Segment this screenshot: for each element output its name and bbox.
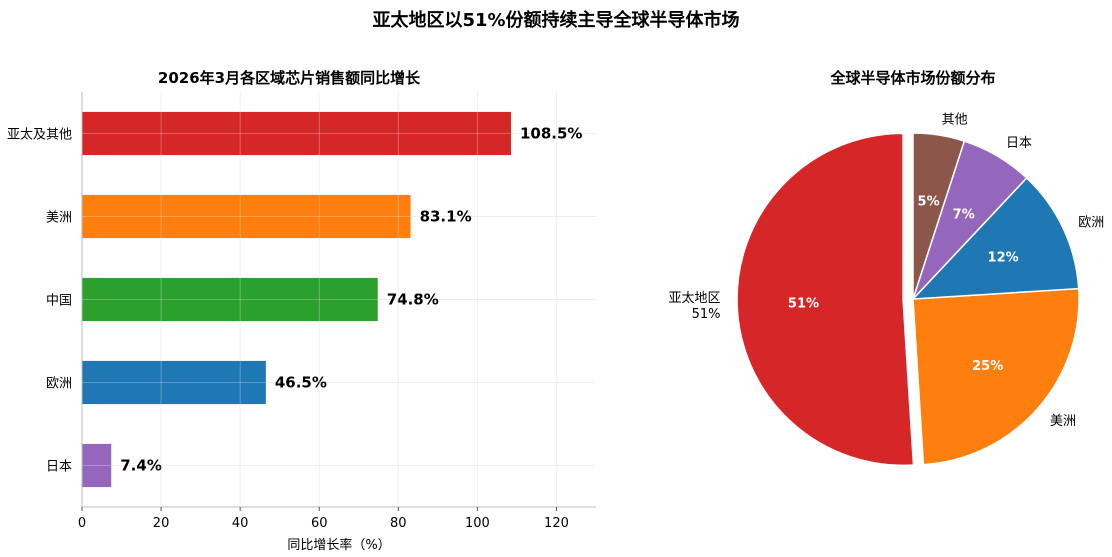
bar-3 [82,360,266,405]
x-tick-label: 120 [544,516,569,531]
pie-slice-label-line: 日本 [1006,136,1032,151]
pie-chart-title: 全球半导体市场份额分布 [829,69,995,87]
bar-value-label: 74.8% [387,291,439,309]
pie-slice-label: 亚太地区 51% [669,291,721,322]
y-tick-label: 欧洲 [46,377,72,392]
bar-value-label: 83.1% [420,208,472,226]
x-tick-label: 100 [465,516,490,531]
pie-slice-label: 欧洲 [1078,215,1104,230]
y-tick-label: 日本 [46,460,72,475]
x-axis-label: 同比增长率（%） [287,537,390,553]
pie-slice-label-line: 其他 [942,113,968,128]
pie-slice-1 [912,287,1080,466]
bar-4 [82,443,112,488]
x-tick-label: 20 [153,516,170,531]
x-tick-label: 0 [78,516,86,531]
bar-0 [82,111,511,156]
pie-slice-label: 日本 [1006,136,1032,151]
pie-slice-label-line: 51% [692,307,721,322]
figure-title: 亚太地区以51%份额持续主导全球半导体市场 [372,10,740,31]
pie-slice-label: 美洲 [1050,414,1076,429]
pie-percent-label: 7% [953,207,975,222]
pie-slice-label-line: 美洲 [1050,414,1076,429]
pie-percent-label: 5% [918,195,940,210]
bar-value-label: 108.5% [520,125,582,143]
bar-chart-title: 2026年3月各区域芯片销售额同比增长 [158,69,421,87]
pie-slice-label-line: 亚太地区 [669,291,721,306]
y-tick-label: 亚太及其他 [7,128,72,143]
bar-2 [82,277,378,322]
x-tick-label: 40 [232,516,249,531]
x-tick-label: 80 [390,516,407,531]
pie-percent-label: 12% [988,251,1019,266]
y-tick-label: 中国 [46,294,72,309]
pie-slice-2 [911,176,1080,300]
pie-slice-4 [912,132,966,300]
pie-slice-label: 其他 [942,113,968,128]
pie-slice-0 [736,132,915,467]
pie-percent-label: 51% [788,296,819,311]
pie-percent-label: 25% [972,359,1003,374]
x-tick-label: 60 [311,516,328,531]
bar-value-label: 46.5% [275,374,327,392]
bar-1 [82,194,411,239]
y-tick-label: 美洲 [46,211,72,226]
bar-value-label: 7.4% [120,457,162,475]
pie-slice-label-line: 欧洲 [1078,215,1104,230]
